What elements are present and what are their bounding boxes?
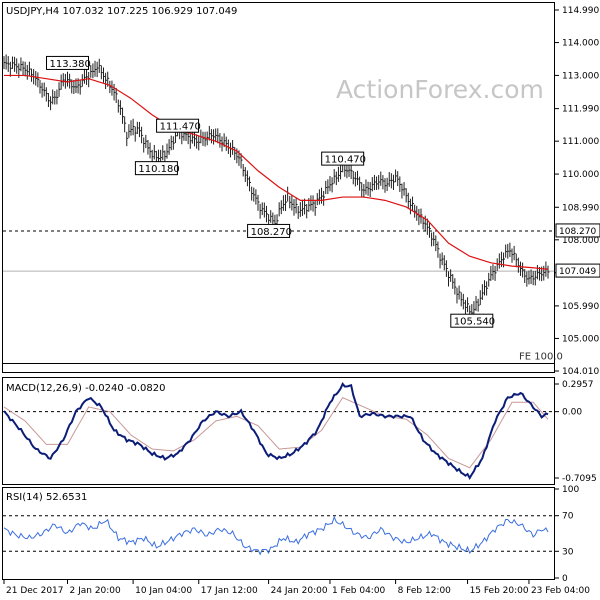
rsi-axis-tick-label-1: 70 <box>562 512 574 522</box>
rsi-axis-tick-label-0: 100 <box>562 485 579 495</box>
rsi-title: RSI(14) 52.6531 <box>6 492 87 503</box>
price-axis-tick-label-6: 110.000 <box>562 170 599 180</box>
price-annotation-3: 110.470 <box>325 155 366 166</box>
macd-axis-tick-label-1: 0.00 <box>562 408 582 418</box>
price-axis-tick-label-5: 108.990 <box>562 203 599 213</box>
rsi-line <box>3 515 549 556</box>
time-axis-label-3: 17 Jan 12:00 <box>201 586 258 596</box>
rsi-panel: RSI(14) 52.6531 100 70 30 0 <box>2 485 579 584</box>
time-axis-label-7: 15 Feb 20:00 <box>470 586 529 596</box>
price-axis-tick-label-7: 111.000 <box>562 137 599 147</box>
fe-label: FE 100.0 <box>519 351 563 362</box>
price-annotation-box-4 <box>247 223 291 238</box>
support-level-tag-label-0: 108.270 <box>559 227 596 237</box>
price-axis-tick-label-8: 111.990 <box>562 105 599 115</box>
macd-axis-tick-label-0: 0.2957 <box>562 380 594 390</box>
price-annotation-box-3 <box>321 151 365 166</box>
price-levels: 108.270 107.049 <box>3 223 600 364</box>
chart-title: USDJPY,H4 107.032 107.225 106.929 107.04… <box>6 6 237 17</box>
price-annotations: 113.380 111.470 110.180 110.470 108.270 105.5… <box>46 55 495 328</box>
moving-average-line <box>4 74 549 271</box>
support-level-tag-0 <box>555 223 600 238</box>
time-axis-label-5: 1 Feb 04:00 <box>332 586 386 596</box>
price-annotation-5: 105.540 <box>454 317 495 328</box>
rsi-panel-frame <box>2 487 555 580</box>
macd-axis-tick-label-2: -0.7095 <box>562 474 597 484</box>
price-axis-tick-label-1: 105.000 <box>562 334 599 344</box>
price-axis-tick-label-2: 105.990 <box>562 302 599 312</box>
last-price-tag <box>555 263 600 278</box>
macd-main-line <box>3 382 549 481</box>
price-axis-tick-label-11: 114.990 <box>562 6 599 16</box>
price-axis-tick-label-10: 114.000 <box>562 39 599 49</box>
macd-series <box>3 382 554 481</box>
rsi-axis: 100 70 30 0 <box>555 485 579 584</box>
time-axis-label-1: 2 Jan 20:00 <box>70 586 122 596</box>
price-annotation-0: 113.380 <box>50 59 91 70</box>
price-annotation-4: 108.270 <box>251 227 292 238</box>
time-axis-label-6: 8 Feb 12:00 <box>398 586 452 596</box>
time-axis-label-0: 21 Dec 2017 <box>6 586 64 596</box>
rsi-axis-tick-label-3: 0 <box>562 574 568 584</box>
price-axis-tick-label-9: 113.000 <box>562 71 599 81</box>
price-series <box>3 54 550 320</box>
price-annotation-1: 111.470 <box>160 122 201 133</box>
watermark: ActionForex.com <box>336 75 544 104</box>
price-panel-frame <box>2 2 555 373</box>
macd-signal-line <box>3 396 549 469</box>
macd-axis: 0.2957 0.00 -0.7095 <box>555 380 597 484</box>
time-axis-label-8: 23 Feb 04:00 <box>531 586 590 596</box>
price-axis-tick-label-4: 108.000 <box>562 236 599 246</box>
time-axis: 21 Dec 2017 2 Jan 20:00 10 Jan 04:00 17 Jan… <box>3 580 590 596</box>
price-axis-tick-label-0: 104.010 <box>562 367 599 377</box>
time-axis-label-2: 10 Jan 04:00 <box>135 586 192 596</box>
price-panel: ActionForex.com USDJPY,H4 107.032 107.22… <box>2 2 600 377</box>
time-axis-label-4: 24 Jan 20:00 <box>271 586 328 596</box>
rsi-series <box>3 515 554 556</box>
macd-panel-frame <box>2 377 555 485</box>
price-annotation-box-1 <box>156 118 200 133</box>
macd-panel: MACD(12,26,9) -0.0240 -0.0820 0.2957 0.00… <box>2 377 597 485</box>
price-annotation-box-0 <box>46 55 90 70</box>
macd-title: MACD(12,26,9) -0.0240 -0.0820 <box>6 383 166 394</box>
last-price-tag-label: 107.049 <box>559 267 596 277</box>
price-annotation-2: 110.180 <box>138 164 179 175</box>
price-annotation-box-5 <box>450 313 494 328</box>
rsi-axis-tick-label-2: 30 <box>562 547 574 557</box>
price-annotation-box-2 <box>134 161 178 176</box>
